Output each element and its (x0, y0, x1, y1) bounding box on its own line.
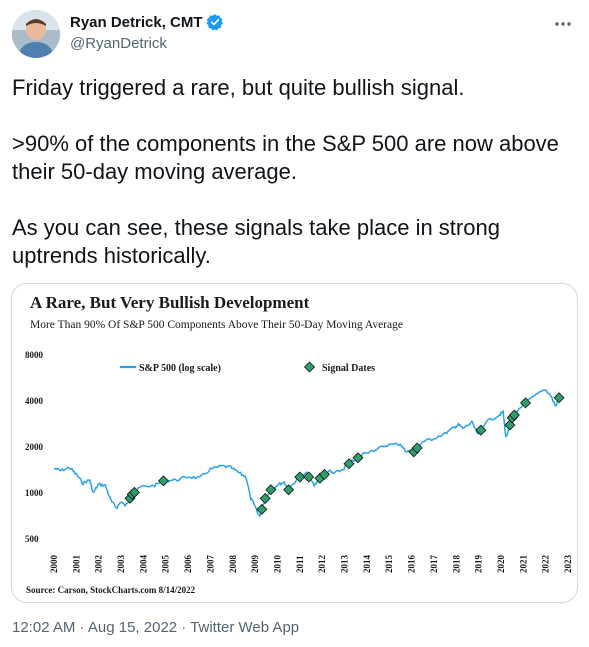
tweet-header: Ryan Detrick, CMT @RyanDetrick (12, 10, 577, 60)
x-tick-label: 2013 (340, 555, 350, 574)
x-tick-label: 2000 (49, 555, 59, 574)
signal-marker (553, 392, 565, 404)
x-tick-label: 2017 (429, 555, 439, 574)
chart-legend: S&P 500 (log scale) Signal Dates (120, 361, 375, 374)
legend-label-sp500: S&P 500 (log scale) (139, 363, 221, 374)
y-tick-label: 8000 (25, 350, 44, 360)
tweet-paragraph: >90% of the components in the S&P 500 ar… (12, 131, 559, 184)
signal-marker (294, 471, 306, 483)
signal-marker (303, 471, 315, 483)
signal-marker (352, 452, 364, 464)
author-name-row: Ryan Detrick, CMT (70, 13, 224, 31)
signal-marker (343, 458, 355, 470)
signal-marker (265, 484, 277, 496)
author-name[interactable]: Ryan Detrick, CMT (70, 13, 203, 31)
legend-label-signals: Signal Dates (322, 363, 375, 374)
x-tick-label: 2014 (362, 555, 372, 574)
signal-marker (508, 409, 520, 421)
x-tick-label: 2012 (317, 555, 327, 574)
tweet-media-chart[interactable]: A Rare, But Very Bullish Development Mor… (11, 283, 578, 603)
y-tick-label: 2000 (25, 442, 44, 452)
x-tick-label: 2009 (250, 555, 260, 574)
x-tick-label: 2008 (228, 555, 238, 574)
signal-marker (128, 486, 140, 498)
signal-marker (259, 493, 271, 505)
x-tick-label: 2002 (94, 555, 104, 574)
chart-title: A Rare, But Very Bullish Development (30, 293, 310, 312)
signal-marker (411, 442, 423, 454)
x-tick-label: 2022 (541, 555, 551, 574)
y-tick-label: 4000 (25, 396, 44, 406)
chart-subtitle: More Than 90% Of S&P 500 Components Abov… (30, 319, 403, 331)
signal-marker (520, 397, 532, 409)
more-dots-icon[interactable] (553, 14, 573, 39)
avatar[interactable] (12, 10, 60, 58)
chart-svg: A Rare, But Very Bullish Development Mor… (25, 293, 573, 595)
x-tick-label: 2011 (295, 555, 305, 573)
x-tick-label: 2021 (518, 555, 528, 574)
signal-marker (283, 484, 295, 496)
x-tick-label: 2006 (183, 555, 193, 574)
author-handle[interactable]: @RyanDetrick (70, 35, 167, 52)
tweet-paragraph: As you can see, these signals take place… (12, 215, 500, 268)
x-tick-label: 2018 (451, 555, 461, 574)
signal-marker (475, 424, 487, 436)
x-tick-label: 2001 (71, 555, 81, 574)
tweet-timestamp[interactable]: 12:02 AM · Aug 15, 2022 · Twitter Web Ap… (12, 619, 300, 636)
verified-badge-icon (206, 13, 224, 31)
y-tick-label: 1000 (25, 488, 44, 498)
legend-signal-swatch (303, 361, 316, 373)
x-tick-label: 2003 (116, 555, 126, 574)
x-tick-label: 2019 (474, 555, 484, 574)
x-tick-label: 2007 (205, 555, 215, 574)
y-tick-label: 500 (25, 534, 39, 544)
y-axis: 500 1000 2000 4000 8000 (25, 350, 44, 544)
chart-source: Source: Carson, StockCharts.com 8/14/202… (26, 585, 196, 595)
x-axis: 2000 2001 2002 2003 2004 2005 2006 2007 2008 2009… (49, 555, 573, 574)
signal-marker (318, 468, 330, 480)
tweet-paragraph: Friday triggered a rare, but quite bulli… (12, 75, 465, 100)
signal-markers (124, 392, 565, 515)
x-tick-label: 2004 (138, 555, 148, 574)
x-tick-label: 2023 (563, 555, 573, 574)
signal-marker (157, 475, 170, 487)
x-tick-label: 2016 (407, 555, 417, 574)
x-tick-label: 2010 (272, 555, 282, 574)
signal-marker (256, 503, 268, 515)
x-tick-label: 2005 (161, 555, 171, 574)
x-tick-label: 2020 (496, 555, 506, 574)
tweet-text: Friday triggered a rare, but quite bulli… (12, 74, 572, 270)
x-tick-label: 2015 (384, 555, 394, 574)
